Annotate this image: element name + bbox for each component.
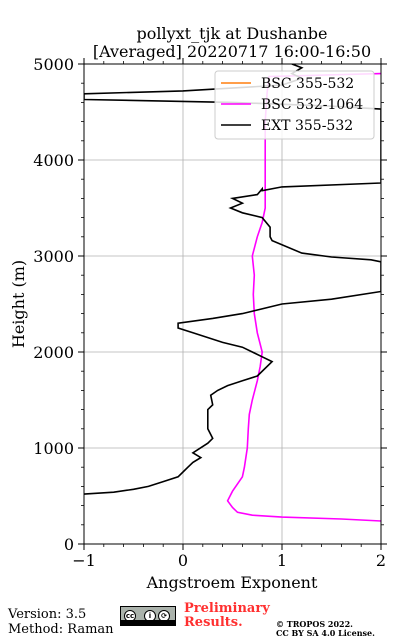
x-tick-label: 1	[277, 551, 287, 570]
method-text: Method: Raman	[8, 622, 114, 637]
series-line-bsc-532-1064	[226, 72, 381, 522]
cc-by-sa-icon: cc i ⟳	[120, 606, 176, 626]
series-layer	[84, 64, 381, 522]
preliminary-line2: Results.	[184, 615, 243, 630]
copyright-line1: © TROPOS 2022.	[276, 619, 353, 629]
series-line-ext-355-532	[84, 64, 381, 495]
x-tick-label: 2	[376, 551, 386, 570]
legend-label-bsc-532-1064: BSC 532-1064	[261, 97, 363, 113]
y-tick-label: 2000	[33, 343, 74, 362]
y-tick-label: 4000	[33, 151, 74, 170]
y-tick-label: 0	[64, 535, 74, 554]
legend-label-bsc-355-532: BSC 355-532	[261, 76, 354, 92]
y-tick-label: 1000	[33, 439, 74, 458]
legend-box	[214, 70, 375, 140]
y-tick-label: 3000	[33, 247, 74, 266]
badge-strip	[121, 620, 175, 625]
x-tick-label: 0	[178, 551, 188, 570]
y-tick-label: 5000	[33, 55, 74, 74]
preliminary-notice: Preliminary Results.	[184, 602, 270, 630]
x-axis-label: Angstroem Exponent	[146, 573, 318, 592]
version-text: Version: 3.5	[8, 607, 87, 622]
plot-frame	[83, 63, 382, 545]
legend: BSC 355-532 BSC 532-1064 EXT 355-532	[214, 70, 375, 140]
preliminary-line1: Preliminary	[184, 601, 270, 616]
y-axis-label: Height (m)	[9, 260, 28, 348]
copyright-line2: CC BY SA 4.0 License.	[276, 628, 375, 638]
copyright-notice: © TROPOS 2022. CC BY SA 4.0 License.	[276, 620, 375, 638]
x-tick-label: −1	[72, 551, 96, 570]
chart-subtitle: [Averaged] 20220717 16:00-16:50	[93, 42, 371, 61]
chart-title: pollyxt_tjk at Dushanbe	[136, 24, 327, 43]
legend-label-ext-355-532: EXT 355-532	[261, 118, 353, 134]
